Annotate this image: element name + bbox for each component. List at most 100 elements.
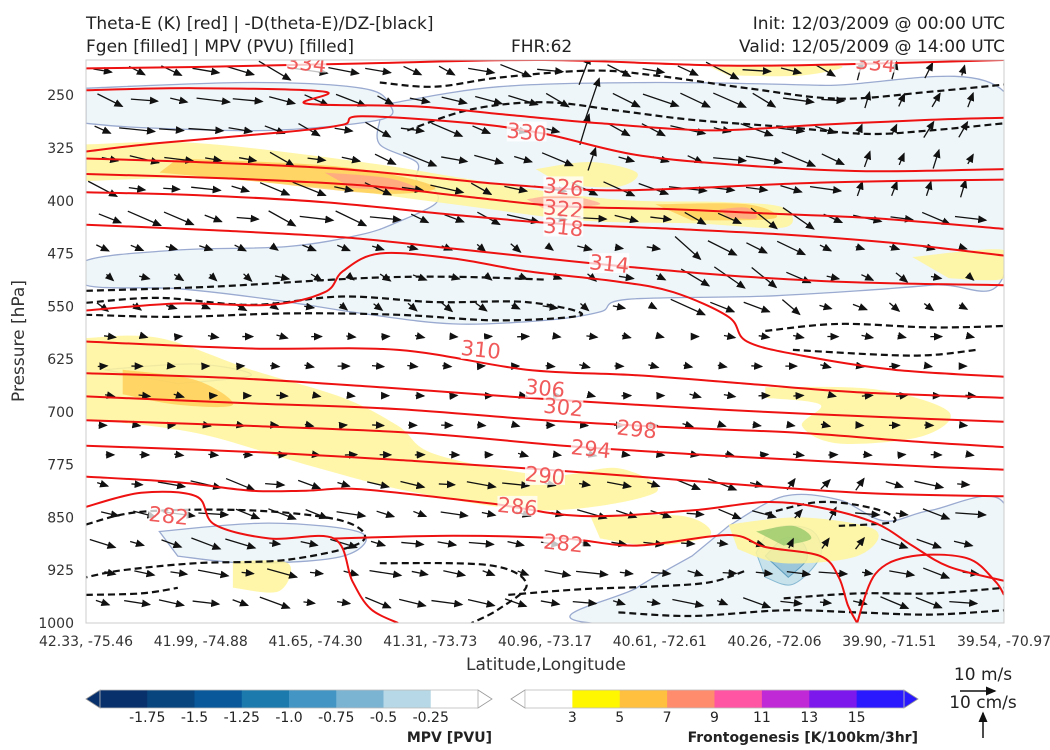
wind-vector [104, 272, 115, 282]
mpv-colorbar-swatch [100, 690, 148, 708]
wind-vector [517, 568, 530, 576]
fgen-colorbar-swatch [619, 690, 668, 708]
wind-vector [401, 539, 425, 548]
wind-vector [334, 125, 354, 134]
wind-vector [819, 598, 833, 607]
y-tick-label: 250 [47, 88, 74, 104]
contour-label-bg [543, 396, 584, 417]
wind-vector [923, 361, 934, 370]
wind-vector [890, 180, 898, 197]
wind-vector [403, 65, 423, 76]
wind-vector [889, 362, 901, 371]
wind-vector [365, 121, 392, 138]
wind-vector [924, 180, 933, 197]
fgen-colorbar-swatch [525, 690, 573, 708]
x-tick-label: 41.31, -73.73 [383, 634, 477, 650]
wind-vector [897, 92, 906, 107]
wind-vector [821, 96, 846, 105]
wind-vector [542, 303, 559, 311]
wind-ref-vertical-label: 10 cm/s [949, 693, 1017, 713]
wind-vector [346, 391, 356, 400]
wind-vector [821, 537, 830, 549]
wind-vector [853, 598, 868, 607]
wind-vector [127, 210, 162, 227]
wind-vector [958, 120, 969, 138]
wind-vector [751, 362, 764, 370]
theta-e-contour [333, 533, 858, 623]
wind-vector [402, 151, 438, 167]
wind-vector [855, 243, 866, 251]
wind-vector [431, 122, 464, 137]
wind-vector [855, 536, 865, 550]
wind-vector [336, 511, 367, 519]
wind-vector [134, 569, 156, 578]
wind-vector [335, 93, 367, 107]
mpv-colorbar-tick: -1.0 [275, 710, 302, 726]
wind-vector [196, 97, 232, 106]
wind-vector [166, 302, 178, 311]
wind-vector [614, 243, 625, 252]
theta-e-contour-label: 326 [542, 173, 584, 201]
title-line-2: Fgen [filled] | MPV (PVU) [filled] [86, 37, 355, 57]
wind-vector [502, 481, 531, 489]
wind-vector [510, 302, 521, 310]
wind-vector [717, 212, 743, 224]
wind-vector [476, 362, 487, 371]
wind-vector [443, 569, 467, 578]
wind-vector [270, 361, 281, 370]
wind-vector [881, 538, 909, 550]
fgen-region [756, 525, 812, 546]
dthetae-dz-contour [783, 586, 1004, 600]
wind-vector [965, 450, 975, 458]
wind-vector [958, 243, 968, 251]
wind-vector [587, 273, 598, 282]
wind-vector [438, 480, 457, 489]
wind-vector [792, 450, 806, 459]
mpv-colorbar: -1.75 -1.5 -1.25 -1.0 -0.75 -0.5 -0.25 [85, 689, 493, 726]
wind-ref-horizontal-label: 10 m/s [954, 665, 1012, 685]
mpv-colorbar-frame [99, 689, 479, 709]
wind-vector [232, 96, 264, 105]
wind-vector [888, 302, 901, 312]
wind-vector [924, 61, 934, 79]
wind-vector [197, 569, 230, 579]
wind-vector [476, 243, 487, 253]
wind-vector [579, 113, 591, 146]
dthetae-dz-contour [86, 586, 178, 596]
wind-vector [258, 60, 292, 81]
fgen-colorbar-tick: 11 [753, 710, 771, 726]
wind-vector [742, 597, 772, 609]
wind-vector [441, 302, 454, 313]
wind-vector [198, 510, 230, 519]
wind-vector [780, 67, 803, 75]
wind-vector [587, 146, 597, 171]
theta-e-contour-label: 314 [588, 250, 630, 278]
wind-vector [276, 332, 289, 340]
wind-vector [510, 420, 521, 428]
wind-vector [438, 65, 456, 76]
wind-vector [517, 450, 530, 458]
wind-vector [809, 185, 843, 194]
theta-e-contour [86, 475, 1004, 582]
wind-vector [437, 539, 458, 548]
wind-vector [897, 152, 905, 166]
wind-vector [474, 154, 505, 165]
wind-vector [780, 599, 803, 607]
mpv-colorbar-tick: -0.75 [318, 710, 354, 726]
wind-vector [507, 539, 525, 548]
wind-vector [579, 361, 591, 370]
wind-vector [781, 151, 817, 167]
wind-vector [793, 332, 805, 340]
dthetae-dz-contour [508, 569, 748, 596]
wind-vector [466, 481, 497, 490]
fgen-colorbar-tick: 9 [710, 710, 719, 726]
wind-vector [369, 570, 403, 579]
wind-vector [477, 420, 487, 429]
wind-vector [482, 568, 496, 577]
wind-vector [259, 596, 291, 610]
wind-vector [372, 243, 385, 252]
wind-vector [745, 155, 784, 165]
wind-vector [953, 540, 974, 548]
wind-vector [780, 184, 803, 194]
